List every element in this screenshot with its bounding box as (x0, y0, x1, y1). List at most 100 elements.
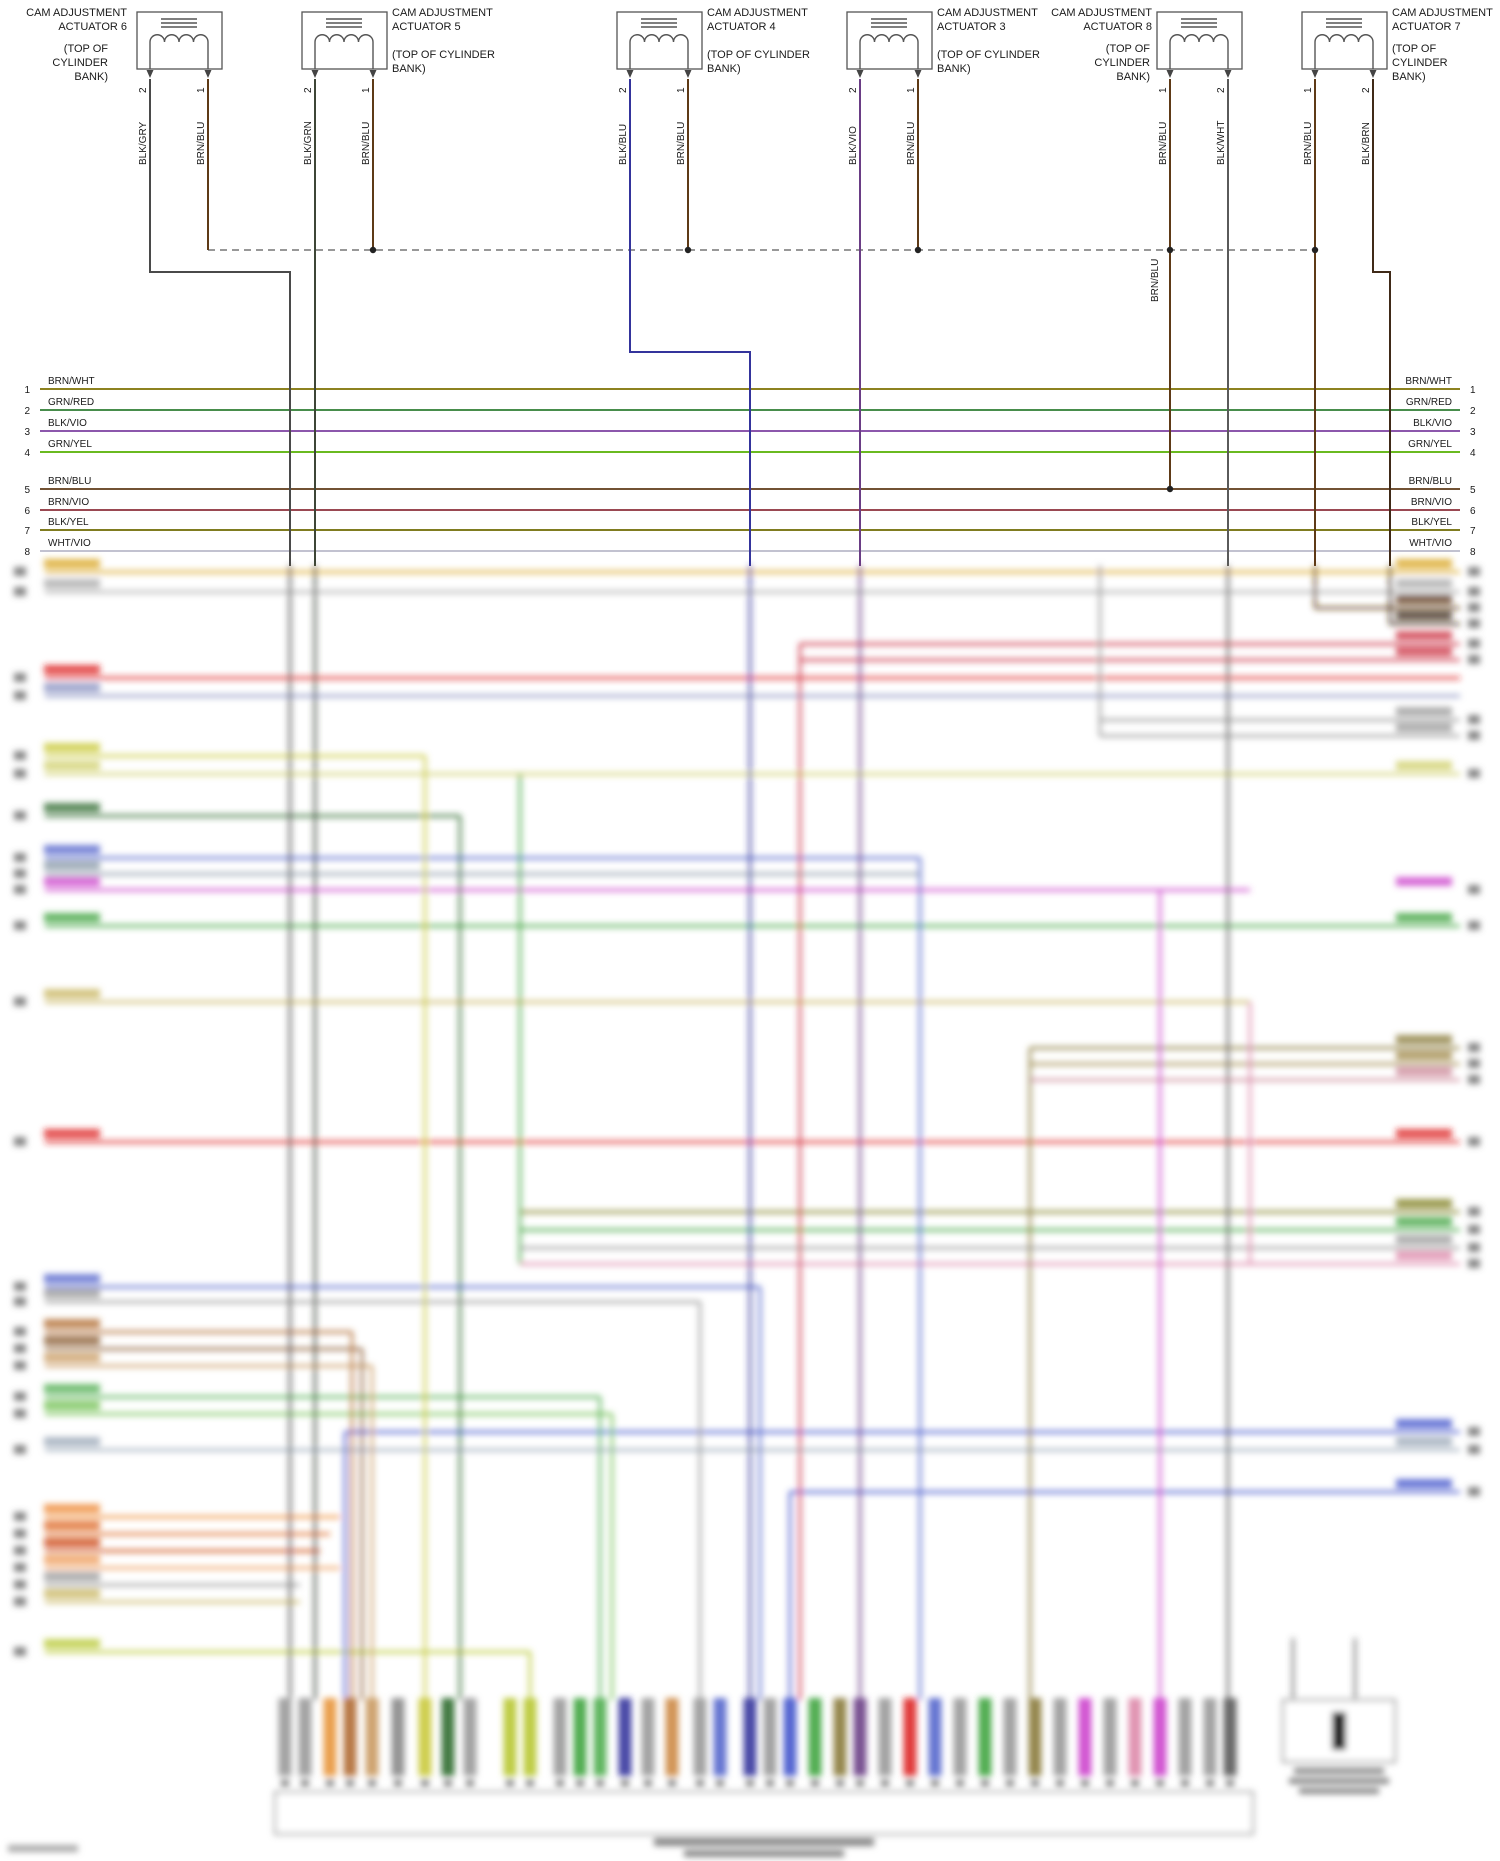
wire-color-label-right: BLK/YEL (1411, 517, 1452, 528)
connector-pin-number (1006, 1780, 1014, 1786)
blurred-row-number-left (14, 921, 26, 930)
blurred-row-number-left (14, 1137, 26, 1146)
blurred-row-number-right (1468, 567, 1480, 576)
blurred-row-number-left (14, 751, 26, 760)
connector-pin (928, 1698, 942, 1776)
connector-pin-number (526, 1780, 534, 1786)
connector-pin-number (931, 1780, 939, 1786)
blurred-wire-label-left (44, 1521, 100, 1530)
connector-pin-number (836, 1780, 844, 1786)
actuator-title: ACTUATOR 3 (937, 21, 1006, 33)
blurred-wire-label-left (44, 877, 100, 886)
pin-arrow-icon (311, 70, 319, 78)
connector-pin (1028, 1698, 1042, 1776)
connector-pin (1053, 1698, 1067, 1776)
connector-pin-number (621, 1780, 629, 1786)
blurred-row-number-left (14, 997, 26, 1006)
blurred-caption-text (654, 1838, 874, 1846)
coil-icon (1169, 34, 1229, 43)
connector-pin-number (644, 1780, 652, 1786)
connector-pin (593, 1698, 607, 1776)
wire-color-label-left: GRN/RED (48, 397, 94, 408)
blurred-row-number-right (1468, 731, 1480, 740)
pin-arrow-icon (626, 70, 634, 78)
blurred-wire-label-right (1396, 913, 1452, 922)
blurred-wire-label-right (1396, 595, 1452, 604)
connector-pin-number (596, 1780, 604, 1786)
blurred-row-number-right (1468, 1075, 1480, 1084)
actuator-title: CAM ADJUSTMENT (707, 7, 808, 19)
blurred-wire-label-right (1396, 1051, 1452, 1060)
pin-wire-label: BLK/BRN (1361, 122, 1372, 165)
actuator-subtitle: BANK) (1392, 71, 1426, 83)
blurred-wire-label-left (44, 803, 100, 812)
coil-icon (859, 34, 919, 43)
blurred-row-number-right (1468, 1487, 1480, 1496)
pin-wire-label: BRN/BLU (1303, 122, 1314, 165)
pin-number: 2 (1216, 87, 1227, 93)
connector-pin-number (1206, 1780, 1214, 1786)
connector-pin (1178, 1698, 1192, 1776)
blurred-wire-label-left (44, 861, 100, 870)
connector-pin-number (746, 1780, 754, 1786)
blurred-wire-label-right (1396, 1235, 1452, 1244)
row-number-left: 4 (24, 448, 30, 459)
blurred-row-number-left (14, 1529, 26, 1538)
pin-arrow-icon (684, 70, 692, 78)
blurred-wire-label-right (1396, 877, 1452, 886)
pin-wire-label: BLK/VIO (848, 126, 859, 165)
component-element (1332, 1712, 1346, 1750)
connector-pin-number (576, 1780, 584, 1786)
connector-pin (418, 1698, 432, 1776)
connector-pin-number (856, 1780, 864, 1786)
watermark-text (8, 1845, 78, 1852)
connector-pin (1103, 1698, 1117, 1776)
blurred-row-number-right (1468, 1207, 1480, 1216)
blurred-row-number-right (1468, 1225, 1480, 1234)
blurred-row-number-right (1468, 1427, 1480, 1436)
connector-pin-number (786, 1780, 794, 1786)
connector-pin (763, 1698, 777, 1776)
connector-pin-number (556, 1780, 564, 1786)
connector-pin (441, 1698, 455, 1776)
blurred-wire-label-right (1396, 559, 1452, 568)
blurred-row-number-left (14, 567, 26, 576)
row-number-left: 8 (24, 547, 30, 558)
blurred-wire-label-right (1396, 707, 1452, 716)
connector-pin (1078, 1698, 1092, 1776)
actuator-subtitle: BANK) (392, 63, 426, 75)
connector-pin (953, 1698, 967, 1776)
blurred-wire-label-right (1396, 611, 1452, 620)
blurred-wire-label-left (44, 1589, 100, 1598)
blurred-row-number-right (1468, 885, 1480, 894)
blurred-layer (8, 559, 1480, 1857)
row-number-right: 6 (1470, 506, 1476, 517)
blurred-wire-label-right (1396, 1419, 1452, 1428)
connector-pin-number (668, 1780, 676, 1786)
wire-color-label-left: BRN/WHT (48, 376, 95, 387)
pin-arrow-icon (856, 70, 864, 78)
row-number-right: 8 (1470, 547, 1476, 558)
connector-pin (1153, 1698, 1167, 1776)
connector-pin (783, 1698, 797, 1776)
row-number-left: 2 (24, 406, 30, 417)
blurred-row-number-right (1468, 715, 1480, 724)
blurred-row-number-left (14, 587, 26, 596)
wire-color-label-left: GRN/YEL (48, 439, 92, 450)
actuator-title: CAM ADJUSTMENT (26, 7, 127, 19)
coil-icon (149, 34, 209, 43)
connector-pin (853, 1698, 867, 1776)
blurred-wire-label-right (1396, 579, 1452, 588)
connector-pin (343, 1698, 357, 1776)
blurred-wire-label-left (44, 743, 100, 752)
connector-pin-number (506, 1780, 514, 1786)
blurred-row-number-right (1468, 639, 1480, 648)
wire-color-label-right: BRN/BLU (1409, 476, 1452, 487)
junction-dot (914, 246, 922, 254)
row-number-right: 4 (1470, 448, 1476, 459)
blurred-row-number-right (1468, 1137, 1480, 1146)
blurred-row-number-right (1468, 1043, 1480, 1052)
blurred-row-number-right (1468, 1059, 1480, 1068)
